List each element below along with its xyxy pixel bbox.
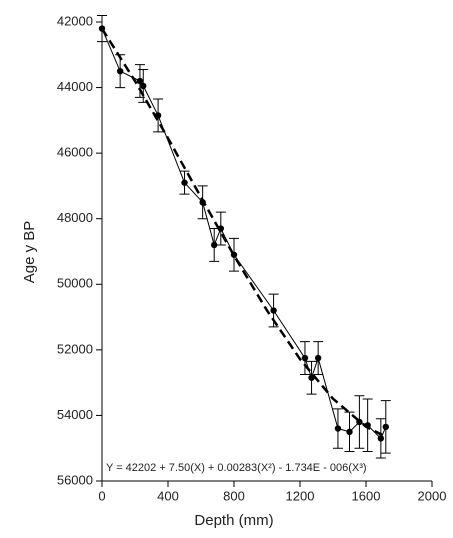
- data-point: [116, 67, 124, 75]
- data-point: [356, 418, 363, 426]
- x-tick-label: 400: [157, 488, 179, 503]
- data-point: [181, 179, 188, 186]
- data-point: [382, 423, 389, 431]
- data-point: [364, 422, 371, 429]
- y-tick-label: 54000: [57, 407, 93, 422]
- data-point: [314, 354, 322, 362]
- x-tick-label: 0: [98, 488, 105, 503]
- x-tick-label: 1600: [352, 488, 381, 503]
- y-axis-label: Age y BP: [21, 221, 38, 284]
- data-point: [154, 112, 162, 119]
- data-point: [217, 225, 224, 232]
- data-point: [140, 82, 147, 90]
- data-point: [230, 251, 238, 258]
- data-point: [308, 374, 315, 381]
- data-point: [301, 354, 309, 362]
- data-point: [346, 428, 353, 436]
- fit-curve: [100, 27, 387, 438]
- data-point: [270, 307, 277, 314]
- data-line: [101, 28, 387, 440]
- data-point: [334, 425, 342, 432]
- y-tick-label: 44000: [57, 79, 93, 94]
- x-axis-label: Depth (mm): [194, 512, 273, 529]
- y-tick-label: 48000: [57, 210, 93, 225]
- data-point: [211, 241, 218, 249]
- y-tick-label: 56000: [57, 472, 93, 487]
- fit-equation: Y = 42202 + 7.50(X) + 0.00283(X²) - 1.73…: [106, 462, 367, 474]
- x-tick-label: 800: [223, 488, 245, 503]
- data-point: [136, 77, 144, 85]
- data-point: [98, 25, 106, 32]
- data-point: [199, 199, 206, 206]
- y-tick-label: 42000: [57, 13, 93, 28]
- y-tick-label: 52000: [57, 341, 93, 356]
- x-tick-label: 1200: [286, 488, 315, 503]
- data-point: [377, 435, 385, 442]
- y-tick-label: 46000: [57, 145, 93, 160]
- y-tick-label: 50000: [57, 276, 93, 291]
- x-tick-label: 2000: [418, 488, 447, 503]
